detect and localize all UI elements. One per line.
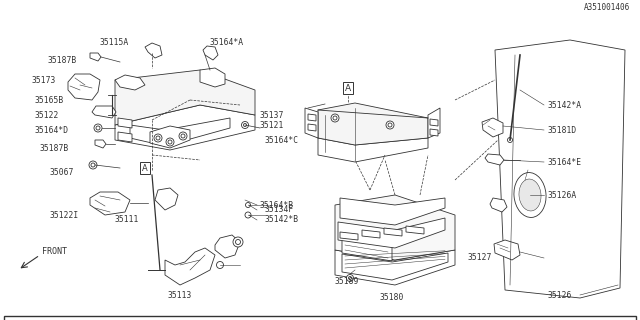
Polygon shape: [384, 228, 402, 236]
Polygon shape: [305, 108, 318, 138]
Text: FRONT: FRONT: [42, 247, 67, 257]
Polygon shape: [430, 119, 438, 126]
Polygon shape: [318, 138, 428, 162]
Text: 35164*C: 35164*C: [265, 135, 299, 145]
Text: 35187B: 35187B: [48, 55, 77, 65]
Polygon shape: [115, 70, 255, 125]
Polygon shape: [165, 248, 215, 285]
Circle shape: [166, 138, 174, 146]
Text: A: A: [142, 164, 148, 172]
Polygon shape: [90, 192, 130, 215]
Polygon shape: [340, 232, 358, 240]
Polygon shape: [335, 250, 455, 285]
Text: 35142*B: 35142*B: [265, 215, 299, 225]
Text: 35142*A: 35142*A: [548, 100, 582, 109]
Text: 35164*D: 35164*D: [35, 125, 69, 134]
Polygon shape: [430, 129, 438, 136]
Polygon shape: [482, 118, 503, 137]
Text: 35134F: 35134F: [265, 205, 294, 214]
Text: 35164*B: 35164*B: [260, 201, 294, 210]
Circle shape: [181, 134, 185, 138]
Polygon shape: [92, 106, 116, 118]
Polygon shape: [406, 226, 424, 234]
Circle shape: [216, 261, 223, 268]
Circle shape: [94, 124, 102, 132]
Circle shape: [246, 203, 250, 207]
Polygon shape: [200, 68, 225, 87]
Circle shape: [245, 212, 251, 218]
Text: A: A: [345, 84, 351, 92]
Text: 35067: 35067: [50, 167, 74, 177]
Text: 35111: 35111: [115, 215, 140, 225]
Polygon shape: [494, 240, 520, 260]
Polygon shape: [342, 253, 448, 280]
Circle shape: [346, 275, 353, 282]
Circle shape: [156, 136, 160, 140]
Polygon shape: [342, 234, 392, 261]
Polygon shape: [145, 43, 162, 58]
Polygon shape: [115, 75, 145, 90]
Circle shape: [333, 116, 337, 120]
Polygon shape: [428, 108, 440, 138]
Text: 35164*A: 35164*A: [210, 37, 244, 46]
Text: 35121: 35121: [260, 121, 284, 130]
Circle shape: [89, 161, 97, 169]
Text: 35115A: 35115A: [100, 37, 129, 46]
Polygon shape: [118, 132, 132, 142]
Polygon shape: [130, 118, 230, 146]
Text: 35165B: 35165B: [35, 95, 64, 105]
Circle shape: [508, 138, 513, 142]
Text: 35187B: 35187B: [40, 143, 69, 153]
Polygon shape: [308, 114, 316, 121]
Circle shape: [154, 134, 162, 142]
Circle shape: [386, 121, 394, 129]
Polygon shape: [155, 188, 178, 210]
Text: 35164*E: 35164*E: [548, 157, 582, 166]
Ellipse shape: [519, 179, 541, 211]
Polygon shape: [203, 46, 218, 60]
Polygon shape: [340, 198, 445, 225]
Circle shape: [233, 237, 243, 247]
Text: A351001406: A351001406: [584, 3, 630, 12]
Circle shape: [388, 123, 392, 127]
Polygon shape: [495, 40, 625, 298]
Polygon shape: [215, 235, 240, 258]
Polygon shape: [90, 53, 101, 61]
Circle shape: [96, 126, 100, 130]
Polygon shape: [318, 103, 428, 145]
Circle shape: [349, 276, 351, 279]
Polygon shape: [118, 118, 132, 128]
Polygon shape: [362, 230, 380, 238]
Polygon shape: [308, 124, 316, 131]
Text: 35122I: 35122I: [50, 211, 79, 220]
Text: 35126A: 35126A: [548, 190, 577, 199]
Circle shape: [331, 114, 339, 122]
Polygon shape: [338, 218, 445, 248]
Circle shape: [241, 122, 248, 129]
Text: 35127: 35127: [468, 253, 492, 262]
Circle shape: [168, 140, 172, 144]
Polygon shape: [95, 140, 106, 148]
Text: 35180: 35180: [380, 293, 404, 302]
Text: 35173: 35173: [32, 76, 56, 84]
Polygon shape: [150, 126, 190, 148]
Polygon shape: [115, 105, 255, 150]
Polygon shape: [485, 154, 504, 165]
Ellipse shape: [514, 172, 546, 218]
Polygon shape: [490, 198, 507, 212]
Text: 35126: 35126: [548, 291, 572, 300]
Circle shape: [236, 239, 241, 244]
Text: 35137: 35137: [260, 110, 284, 119]
Circle shape: [91, 163, 95, 167]
Text: 35113: 35113: [168, 291, 193, 300]
Text: 35181D: 35181D: [548, 125, 577, 134]
Text: 35189: 35189: [335, 277, 360, 286]
Polygon shape: [68, 74, 100, 100]
Circle shape: [179, 132, 187, 140]
Circle shape: [243, 124, 246, 126]
Text: 35122: 35122: [35, 110, 60, 119]
Polygon shape: [335, 195, 455, 260]
